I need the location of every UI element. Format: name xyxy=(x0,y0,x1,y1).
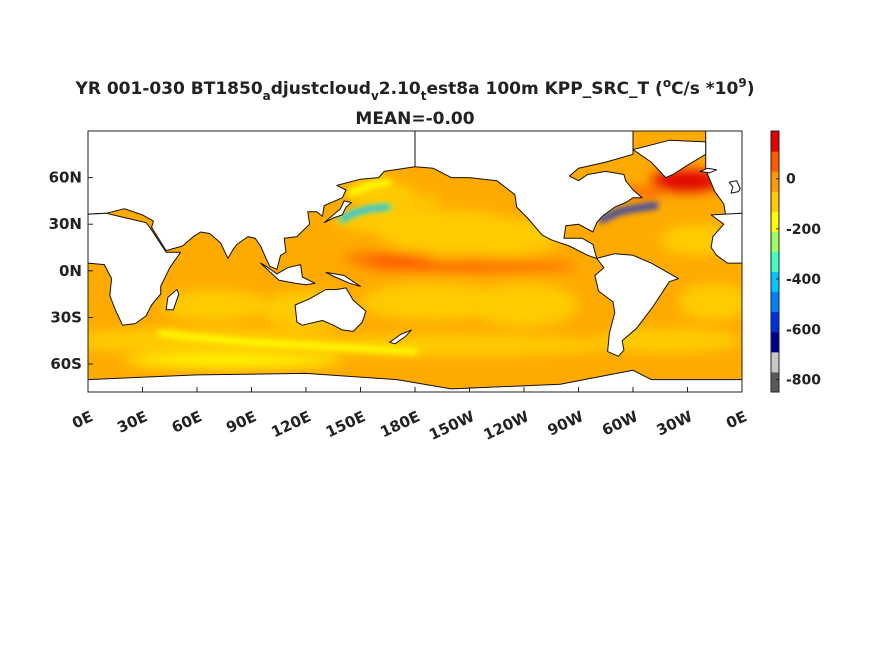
land-africa xyxy=(88,212,182,326)
y-tick-label: 30S xyxy=(50,308,82,326)
colorbar-segment xyxy=(771,191,779,212)
field-patch xyxy=(88,328,343,354)
x-tick-label: 120E xyxy=(268,407,313,441)
x-tick-label: 90E xyxy=(223,407,259,436)
map-field xyxy=(88,131,742,392)
x-tick-label: 150W xyxy=(426,407,477,444)
colorbar-segment xyxy=(771,251,779,273)
land-antarctica xyxy=(88,369,742,392)
land-japan xyxy=(323,200,352,224)
field-patch xyxy=(160,289,270,321)
boundary-current-core xyxy=(600,204,657,222)
colorbar-segment xyxy=(771,311,779,333)
x-tick-label: 150E xyxy=(323,407,368,441)
colorbar-segment xyxy=(771,211,779,232)
land-iceland xyxy=(699,167,718,174)
chart-subtitle-mean: MEAN=-0.00 xyxy=(355,109,474,129)
land-south-america xyxy=(594,253,679,357)
colorbar-tick-label: -200 xyxy=(786,222,821,238)
field-patch xyxy=(360,261,579,271)
field-patch xyxy=(360,283,506,321)
colorbar-segment xyxy=(771,291,779,313)
colorbar-tick-label: 0 xyxy=(786,172,796,188)
colorbar-segment xyxy=(771,171,779,192)
x-tick-label: 60W xyxy=(599,407,641,439)
field-patch xyxy=(451,218,561,256)
x-tick-label: 0E xyxy=(723,407,749,432)
colorbar-tick-label: -600 xyxy=(786,322,821,338)
colorbar-segment xyxy=(771,331,779,353)
land-australia xyxy=(294,287,367,332)
x-tick-label: 90W xyxy=(545,407,587,439)
x-tick-label: 120W xyxy=(481,407,532,444)
colorbar-segment xyxy=(771,151,779,172)
land-eurasia xyxy=(88,131,416,270)
field-patch xyxy=(678,283,742,321)
land-new-zealand xyxy=(389,329,412,345)
y-tick-label: 0N xyxy=(59,262,82,280)
chart-title: YR 001-030 BT1850adjustcloudv2.10test8a … xyxy=(75,76,755,103)
land-indonesia xyxy=(260,262,316,286)
colorbar-segment xyxy=(771,271,779,293)
field-patch xyxy=(333,208,479,234)
colorbar: 0 -200 -400 -600 -800 xyxy=(770,130,821,393)
field-patch xyxy=(351,194,443,208)
x-tick-label: 30E xyxy=(114,407,150,436)
boundary-current-core xyxy=(340,205,390,222)
land-new-guinea xyxy=(325,271,361,287)
land-madagascar xyxy=(165,289,180,311)
colorbar-tick-label: -400 xyxy=(786,272,821,288)
field-patch xyxy=(469,283,579,327)
y-tick-label: 60S xyxy=(50,355,82,373)
x-tick-label: 60E xyxy=(169,407,205,436)
colorbar-frame xyxy=(770,130,780,393)
colorbar-segment xyxy=(771,371,779,393)
field-patch xyxy=(342,253,434,264)
y-tick-label: 30N xyxy=(49,215,82,233)
field-patch xyxy=(596,328,742,354)
boundary-current-streak xyxy=(347,178,392,197)
x-tick-label: 0E xyxy=(69,407,95,432)
x-tick-label: 180E xyxy=(377,407,422,441)
y-axis: 60N 30N 0N 30S 60S xyxy=(49,169,93,373)
colorbar-tick-label: -800 xyxy=(786,372,821,388)
land-uk xyxy=(728,180,741,194)
y-tick-label: 60N xyxy=(49,169,82,187)
x-axis: 0E 30E 60E 90E 120E 150E 180E 150W 120W 90W 60W 30W… xyxy=(69,387,750,444)
colorbar-segment xyxy=(771,131,779,152)
field-patch xyxy=(124,354,343,368)
land-north-america xyxy=(414,131,643,259)
land-greenland xyxy=(632,139,707,179)
x-tick-label: 30W xyxy=(654,407,696,439)
colorbar-segment xyxy=(771,351,779,373)
land-africa-wrap xyxy=(710,212,742,264)
boundary-current-streak xyxy=(157,330,418,355)
colorbar-segment xyxy=(771,231,779,252)
